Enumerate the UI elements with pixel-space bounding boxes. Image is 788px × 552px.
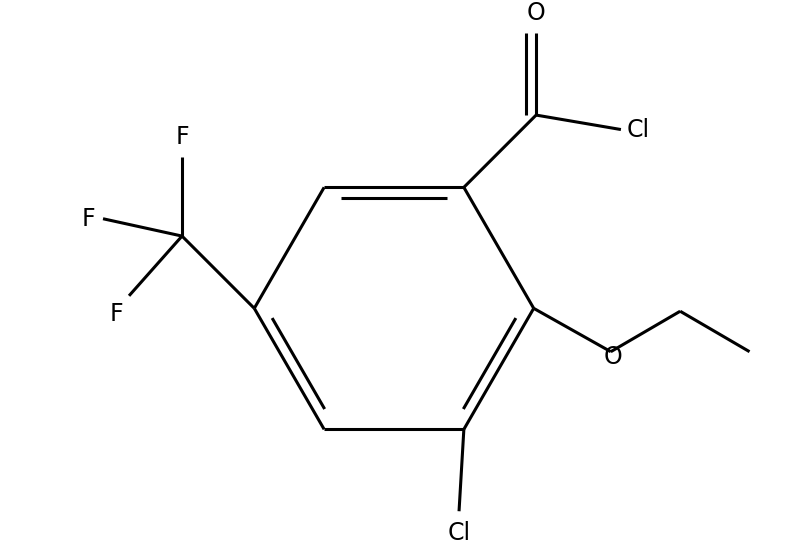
Text: O: O: [526, 2, 545, 25]
Text: O: O: [604, 346, 622, 369]
Text: F: F: [110, 301, 123, 326]
Text: F: F: [175, 125, 189, 150]
Text: Cl: Cl: [448, 521, 470, 545]
Text: Cl: Cl: [626, 118, 650, 141]
Text: F: F: [82, 207, 95, 231]
